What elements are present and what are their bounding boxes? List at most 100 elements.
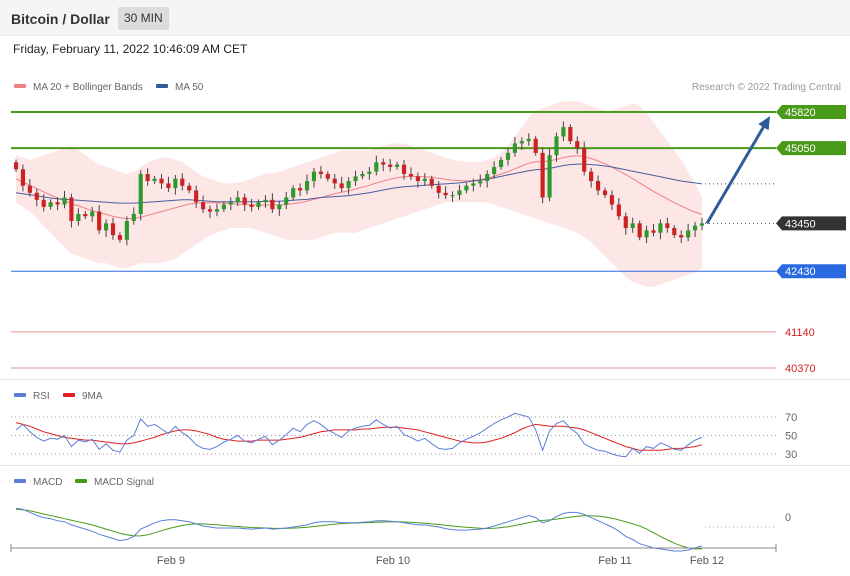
candle-up	[291, 188, 296, 198]
candle-up	[630, 223, 635, 229]
last-level-tag	[776, 216, 846, 231]
candle-up	[422, 178, 427, 182]
forecast-arrow-shaft	[705, 120, 769, 225]
candle-down	[201, 202, 206, 210]
candle-down	[145, 174, 150, 182]
candle-up	[277, 204, 282, 210]
candle-up	[228, 202, 233, 205]
candle-up	[214, 209, 220, 212]
candle-down	[298, 188, 303, 191]
resistance-level-tag	[776, 105, 846, 119]
candle-up	[104, 223, 109, 231]
candle-down	[97, 211, 102, 231]
candle-down	[408, 174, 414, 177]
timeframe-badge[interactable]: 30 MIN	[118, 7, 169, 30]
candle-up	[138, 174, 143, 214]
candle-down	[623, 216, 628, 229]
candle-up	[505, 152, 511, 160]
candle-down	[207, 209, 213, 212]
legend-swatch-rsi	[14, 393, 26, 397]
candle-down	[325, 174, 330, 179]
candle-down	[339, 183, 344, 189]
candle-up	[450, 195, 455, 197]
candle-down	[34, 192, 39, 200]
candle-up	[519, 141, 524, 144]
rsi-ma-line	[15, 422, 703, 451]
legend-swatch-macd-signal	[75, 479, 87, 483]
rsi-panel: 70 50 30	[11, 412, 797, 461]
candle-down	[166, 183, 171, 189]
candle-down	[609, 195, 614, 205]
candle-down	[110, 223, 116, 236]
legend-label-ma50: MA 50	[175, 82, 204, 93]
title-bar: Bitcoin / Dollar 30 MIN	[0, 0, 850, 36]
pivot-level-tag	[776, 264, 846, 279]
candle-down	[575, 141, 580, 149]
candle-up	[235, 197, 240, 203]
price-level-labels: 45820 45050 43450 42430 41140 40370	[776, 105, 846, 375]
macd-zero-label: 0	[785, 512, 791, 524]
candle-down	[616, 204, 621, 217]
candle-up	[512, 143, 517, 153]
candle-down	[187, 185, 192, 191]
moving-averages	[15, 155, 776, 220]
panel-divider	[0, 465, 850, 466]
candle-up	[131, 213, 136, 221]
candle-down	[117, 235, 123, 240]
candle-down	[69, 197, 74, 221]
candle-down	[533, 138, 538, 153]
legend-label-rsi: RSI	[33, 391, 50, 402]
candle-down	[429, 178, 434, 186]
legend-label-macd: MACD	[33, 477, 62, 488]
candle-down	[318, 171, 323, 175]
candle-up	[547, 155, 552, 198]
candle-up	[686, 230, 691, 238]
forecast-arrow	[705, 116, 770, 225]
candle-down	[242, 197, 247, 205]
candle-up	[554, 136, 559, 156]
candle-up	[173, 178, 178, 189]
rsi-line	[15, 412, 703, 458]
forecast-arrow-head	[758, 116, 770, 131]
macd-signal-line	[15, 508, 702, 550]
ma20-line	[15, 155, 703, 220]
candle-down	[27, 185, 32, 193]
legend-swatch-rsi-ma	[63, 393, 75, 397]
candle-up	[90, 211, 95, 217]
candle-up	[395, 164, 400, 167]
candle-down	[679, 235, 684, 238]
candle-up	[526, 138, 531, 142]
candlesticks	[13, 121, 705, 246]
candle-up	[561, 127, 566, 137]
candle-down	[665, 223, 670, 229]
candle-up	[221, 204, 226, 210]
rsi-level-label: 30	[785, 449, 797, 461]
candle-down	[401, 164, 407, 175]
legend-swatch-ma20	[14, 84, 26, 88]
resistance-level-label: 45820	[785, 107, 816, 119]
candle-down	[180, 178, 185, 186]
rsi-level-label: 50	[785, 431, 797, 443]
legend-label-ma20: MA 20 + Bollinger Bands	[33, 82, 143, 93]
candle-down	[388, 164, 393, 167]
candle-up	[284, 197, 289, 205]
candle-up	[457, 190, 462, 196]
candle-up	[492, 166, 497, 175]
candle-down	[415, 176, 420, 182]
candle-up	[360, 174, 365, 177]
candle-up	[76, 213, 81, 221]
credit-text: Research © 2022 Trading Central	[692, 82, 841, 93]
candle-up	[464, 185, 469, 191]
legend-swatch-ma50	[156, 84, 168, 88]
candle-down	[20, 169, 26, 186]
pivot-level-label: 42430	[785, 266, 816, 278]
rsi-level-label: 70	[785, 412, 797, 424]
candle-down	[55, 202, 60, 205]
candle-down	[381, 162, 386, 165]
candle-down	[595, 181, 601, 191]
datetime-label: Friday, February 11, 2022 10:46:09 AM CE…	[13, 42, 248, 56]
candle-up	[346, 181, 351, 189]
candle-down	[436, 185, 441, 193]
candle-up	[471, 183, 476, 186]
